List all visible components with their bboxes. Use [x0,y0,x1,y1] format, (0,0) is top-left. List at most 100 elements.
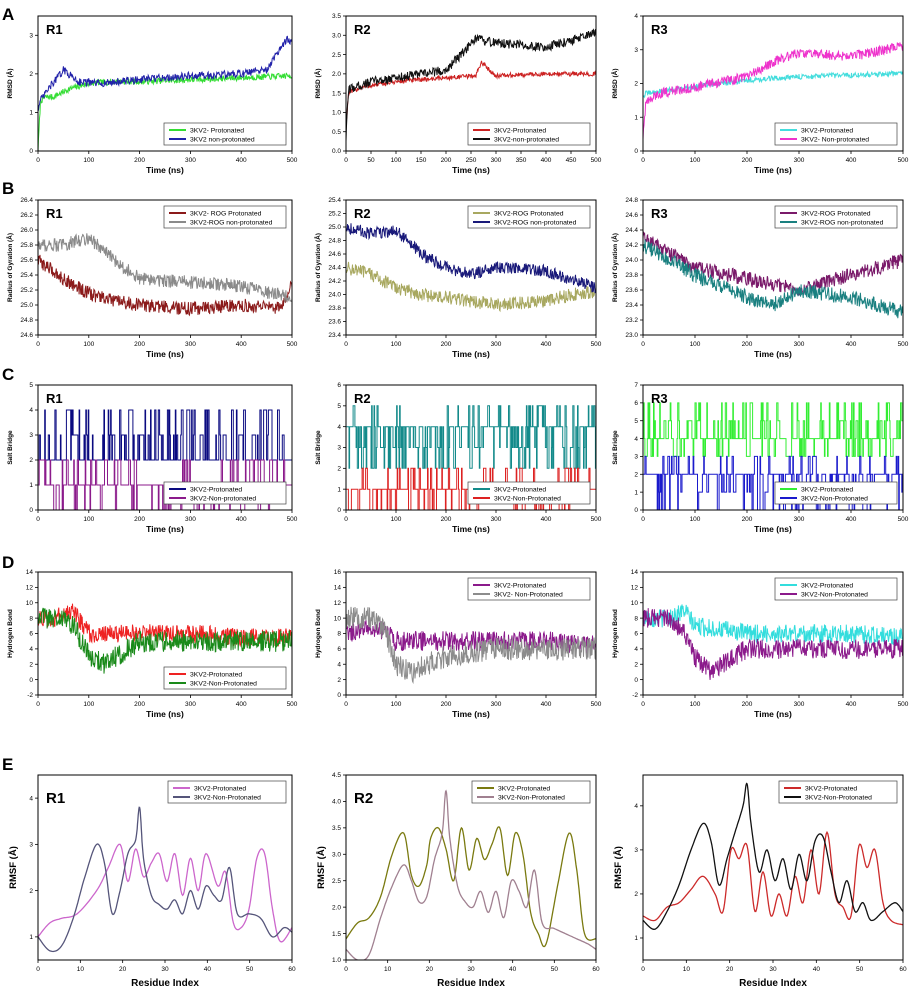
panel-c3-xtick-label: 0 [641,516,645,523]
panel-b1-tag: R1 [46,206,63,221]
panel-e2-ytick-label: 2.0 [332,904,341,911]
panel-a2-y-axis-label: RMSD (Å) [313,69,322,99]
panel-c2-ytick-label: 6 [337,382,341,389]
panel-b1-legend-box [163,205,287,229]
panel-a2-xtick-label: 50 [367,157,375,164]
panel-e2-xtick-label: 40 [509,966,517,973]
panel-e1-ytick-label: 4 [29,795,33,802]
panel-a2-xtick-label: 100 [391,157,402,164]
panel-b3-tag: R3 [651,206,668,221]
panel-e1-ytick-label: 3 [29,842,33,849]
panel-c1-y-axis-label: Salt Bridge [7,430,14,465]
panel-d3-xtick-label: 500 [898,701,909,708]
panel-b1-legend-label-1: 3KV2- ROG Protonated [190,211,262,218]
panel-c3-y-axis-label: Salt Bridge [612,430,619,465]
panel-b2-xtick-label: 400 [541,341,552,348]
panel-b1-xtick-label: 500 [287,341,298,348]
panel-c3-legend-label-1: 3KV2-Protonated [801,487,853,494]
panel-d1-ytick-label: 14 [26,569,34,576]
panel-d1-ytick-label: 12 [26,585,34,592]
panel-b2-legend-box [467,205,591,229]
panel-e1-ytick-label: 1 [29,934,33,941]
panel-e2-xtick-label: 10 [384,966,392,973]
panel-a2-legend-label-1: 3KV2-Protonated [494,128,546,135]
panel-a1-xtick-label: 0 [36,157,40,164]
panel-b2-series-line-2 [346,223,596,294]
panel-b2-ytick-label: 23.8 [328,305,341,312]
panel-d3-series-line-2 [643,608,903,680]
panel-a2-legend-label-2: 3KV2-non-protonated [494,137,559,144]
panel-b1-ytick-label: 25.2 [20,287,33,294]
panel-e1-series [38,806,292,953]
panel-c3: 0 100 200 300 400 500 0 1 2 3 4 5 6 7 Time (ns) Salt Br… [612,382,909,534]
panel-e1-tag: R1 [46,790,65,807]
panel-e1-legend-label-1: 3KV2-Protonated [194,786,246,793]
panel-a3-legend: 3KV2-Protonated 3KV2- Non-protonated [774,122,898,146]
panel-d1-ytick-label: 4 [29,646,33,653]
panel-e1-ytick-label: 2 [29,888,33,895]
panel-a3-y-axis-label: RMSD (Å) [610,69,619,99]
panel-e1-xtick-label: 0 [36,966,40,973]
panel-e3-y-axis-label: RMSF (Å) [613,846,624,889]
panel-a1-xtick-label: 100 [83,157,94,164]
panel-d2-ytick-label: 14 [334,585,342,592]
panel-b2-ytick-label: 23.4 [328,332,341,339]
panel-e2-ytick-label: 4.0 [332,799,341,806]
panel-d2-ytick-label: 6 [337,646,341,653]
panel-a3-tag: R3 [651,22,668,37]
panel-d1-x-axis-label: Time (ns) [146,709,184,719]
panel-a2-xtick-label: 400 [541,157,552,164]
panel-b2-x-axis-label: Time (ns) [452,349,490,359]
panel-b3-series-line-2 [643,239,903,319]
panel-b2-legend-label-1: 3KV2-ROG Protonated [494,211,564,218]
panel-b1-ytick-label: 26.0 [20,227,33,234]
panel-e3-xtick-label: 50 [856,966,864,973]
panel-a2-series-line-1 [346,60,596,129]
panel-d1-series-line-2 [38,607,292,674]
panel-c1-legend: 3KV2-Protonated 3KV2-Non-protonated [163,481,287,505]
panel-b2-ytick-label: 24.2 [328,278,341,285]
panel-a2-ytick-label: 3.0 [332,32,341,39]
panel-a1-legend-box [163,122,287,146]
panel-a1-xtick-label: 500 [287,157,298,164]
panel-a1-series [38,35,292,151]
panel-a2-xtick-label: 350 [516,157,527,164]
panel-a3-ytick-label: 4 [634,13,638,20]
panel-d1-series [38,603,292,674]
panel-b2-ytick-label: 25.0 [328,224,341,231]
panel-a2-xtick-label: 300 [491,157,502,164]
panel-d3-series [643,604,903,680]
panel-e2-xtick-label: 60 [592,966,600,973]
panel-e1: 0 10 20 30 40 50 60 1 2 3 4 Residue Index RMSF (Å) R1… [8,774,296,987]
panel-b2-ytick-label: 24.6 [328,251,341,258]
panel-a3-ytick-label: 1 [634,114,638,121]
panel-b3-series [643,231,903,319]
panel-e3-xtick-label: 60 [899,966,907,973]
panel-e1-xtick-label: 50 [246,966,254,973]
panel-a2-tag: R2 [354,22,371,37]
panel-e3-ytick-label: 1 [634,935,638,942]
panel-d1-legend-box [163,666,287,690]
panel-b1-ytick-label: 25.0 [20,302,33,309]
panel-e2-legend-label-1: 3KV2-Protonated [498,786,550,793]
panel-b2-ytick-label: 23.6 [328,319,341,326]
panel-c1-ytick-label: 0 [29,507,33,514]
panel-b1-x-axis-label: Time (ns) [146,349,184,359]
panel-e1-xtick-label: 30 [161,966,169,973]
panel-b3-xtick-label: 400 [846,341,857,348]
panel-b1-legend-label-2: 3KV2-ROG non-protonated [190,220,273,227]
panel-c1-ytick-label: 4 [29,407,33,414]
panel-b2-ytick-label: 24.4 [328,265,341,272]
row-letter-c: C [2,365,14,384]
panel-d1-xtick-label: 0 [36,701,40,708]
panel-b1: 0 100 200 300 400 500 24.6 24.8 25.0 25.2 25.4 25.6… [5,197,298,359]
panel-b2-ytick-label: 24.0 [328,292,341,299]
panel-a1-tag: R1 [46,22,63,37]
panel-a1-x-axis-label: Time (ns) [146,165,184,175]
panel-b3-legend-label-1: 3KV2-ROG Protonated [801,211,871,218]
panel-d3-ytick-label: 4 [634,646,638,653]
panel-d3-series-line-1 [643,604,903,647]
panel-d2-series [346,606,596,685]
panel-a2-xtick-label: 500 [591,157,602,164]
